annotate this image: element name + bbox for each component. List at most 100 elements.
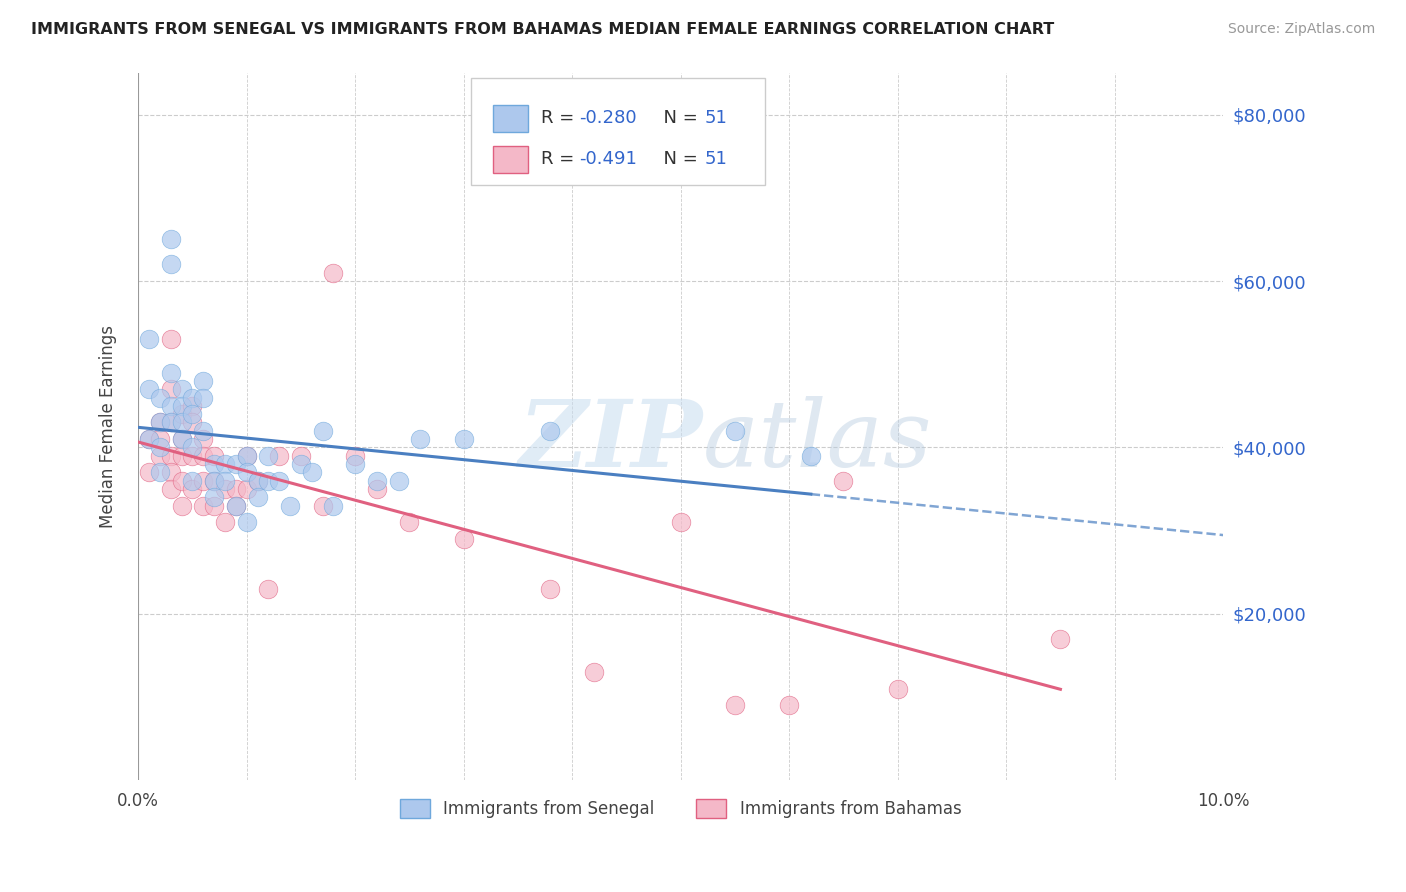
Point — [322, 499, 344, 513]
Point — [181, 441, 204, 455]
Point — [149, 416, 172, 430]
Point — [398, 516, 420, 530]
Point — [138, 382, 160, 396]
Point — [159, 466, 181, 480]
Point — [225, 499, 247, 513]
Point — [181, 449, 204, 463]
Point — [269, 474, 291, 488]
Legend: Immigrants from Senegal, Immigrants from Bahamas: Immigrants from Senegal, Immigrants from… — [394, 792, 967, 825]
Point — [181, 416, 204, 430]
Point — [800, 449, 823, 463]
Point — [387, 474, 409, 488]
Point — [225, 499, 247, 513]
Text: N =: N = — [652, 150, 704, 169]
Point — [235, 482, 257, 496]
Point — [170, 407, 193, 421]
Point — [181, 474, 204, 488]
Point — [159, 449, 181, 463]
Point — [886, 681, 908, 696]
Point — [170, 382, 193, 396]
Point — [257, 449, 280, 463]
Point — [193, 499, 215, 513]
Point — [193, 424, 215, 438]
Point — [193, 374, 215, 388]
Point — [257, 474, 280, 488]
Point — [344, 457, 367, 471]
Point — [235, 516, 257, 530]
Point — [322, 266, 344, 280]
Point — [193, 474, 215, 488]
Text: 51: 51 — [704, 109, 727, 128]
Point — [149, 432, 172, 446]
Text: atlas: atlas — [703, 396, 932, 486]
Text: Source: ZipAtlas.com: Source: ZipAtlas.com — [1227, 22, 1375, 37]
Point — [159, 482, 181, 496]
Point — [453, 432, 475, 446]
Point — [257, 582, 280, 596]
Text: R =: R = — [541, 150, 579, 169]
Point — [159, 366, 181, 380]
Point — [1049, 632, 1071, 646]
Point — [235, 449, 257, 463]
Point — [181, 407, 204, 421]
Point — [170, 474, 193, 488]
Text: -0.491: -0.491 — [579, 150, 637, 169]
Point — [170, 449, 193, 463]
Point — [202, 474, 225, 488]
Point — [214, 457, 236, 471]
Text: ZIP: ZIP — [519, 396, 703, 486]
Point — [778, 698, 800, 713]
Point — [246, 474, 269, 488]
Point — [202, 474, 225, 488]
Point — [170, 432, 193, 446]
Point — [202, 457, 225, 471]
Point — [311, 424, 333, 438]
Text: 51: 51 — [704, 150, 727, 169]
Point — [832, 474, 855, 488]
Point — [138, 432, 160, 446]
Point — [193, 432, 215, 446]
Point — [366, 474, 388, 488]
Point — [453, 532, 475, 546]
Point — [409, 432, 432, 446]
Point — [159, 416, 181, 430]
Point — [202, 499, 225, 513]
Text: R =: R = — [541, 109, 579, 128]
Point — [235, 466, 257, 480]
Point — [138, 466, 160, 480]
Point — [193, 391, 215, 405]
Point — [301, 466, 323, 480]
Point — [149, 441, 172, 455]
Point — [269, 449, 291, 463]
Point — [181, 391, 204, 405]
Point — [170, 399, 193, 413]
Point — [159, 232, 181, 246]
Point — [724, 424, 747, 438]
Point — [366, 482, 388, 496]
Point — [202, 449, 225, 463]
Point — [540, 424, 562, 438]
Point — [159, 382, 181, 396]
Point — [214, 516, 236, 530]
Point — [170, 499, 193, 513]
Point — [225, 482, 247, 496]
FancyBboxPatch shape — [471, 78, 765, 185]
Point — [170, 432, 193, 446]
Point — [214, 474, 236, 488]
Point — [181, 399, 204, 413]
Y-axis label: Median Female Earnings: Median Female Earnings — [100, 326, 117, 528]
Point — [138, 332, 160, 346]
Point — [246, 491, 269, 505]
Point — [181, 482, 204, 496]
Point — [170, 416, 193, 430]
Point — [225, 457, 247, 471]
Point — [193, 449, 215, 463]
Point — [540, 582, 562, 596]
Point — [138, 432, 160, 446]
Point — [311, 499, 333, 513]
Text: IMMIGRANTS FROM SENEGAL VS IMMIGRANTS FROM BAHAMAS MEDIAN FEMALE EARNINGS CORREL: IMMIGRANTS FROM SENEGAL VS IMMIGRANTS FR… — [31, 22, 1054, 37]
Point — [724, 698, 747, 713]
Point — [149, 391, 172, 405]
Point — [159, 332, 181, 346]
FancyBboxPatch shape — [494, 104, 527, 132]
